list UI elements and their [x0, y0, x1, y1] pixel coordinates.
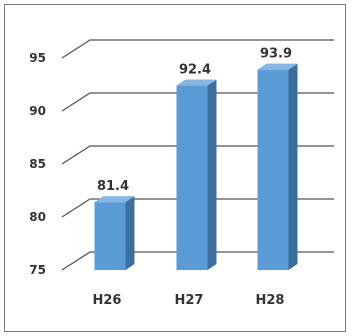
bar-side — [288, 63, 298, 270]
bar-top — [257, 63, 298, 70]
y-tick-label: 85 — [29, 157, 46, 171]
y-tick-label: 95 — [29, 51, 46, 65]
gridline — [61, 145, 334, 165]
y-tick-label: 90 — [29, 104, 46, 118]
x-tick-label: H28 — [256, 293, 285, 308]
bar-top — [94, 196, 135, 203]
y-tick-label: 75 — [29, 263, 46, 277]
gridline — [61, 251, 334, 271]
x-tick-label: H26 — [93, 293, 122, 308]
y-tick-label: 80 — [29, 210, 46, 224]
data-label: 92.4 — [179, 63, 211, 78]
data-label: 93.9 — [260, 47, 292, 62]
gridline — [61, 92, 334, 112]
bar — [94, 202, 126, 270]
bar — [176, 85, 208, 270]
bar-side — [125, 196, 135, 270]
bar — [257, 69, 289, 270]
data-label: 81.4 — [97, 179, 129, 194]
bar-top — [176, 79, 217, 86]
gridline — [61, 39, 334, 59]
x-tick-label: H27 — [175, 293, 204, 308]
bar-side — [207, 79, 217, 270]
gridline — [61, 198, 334, 218]
